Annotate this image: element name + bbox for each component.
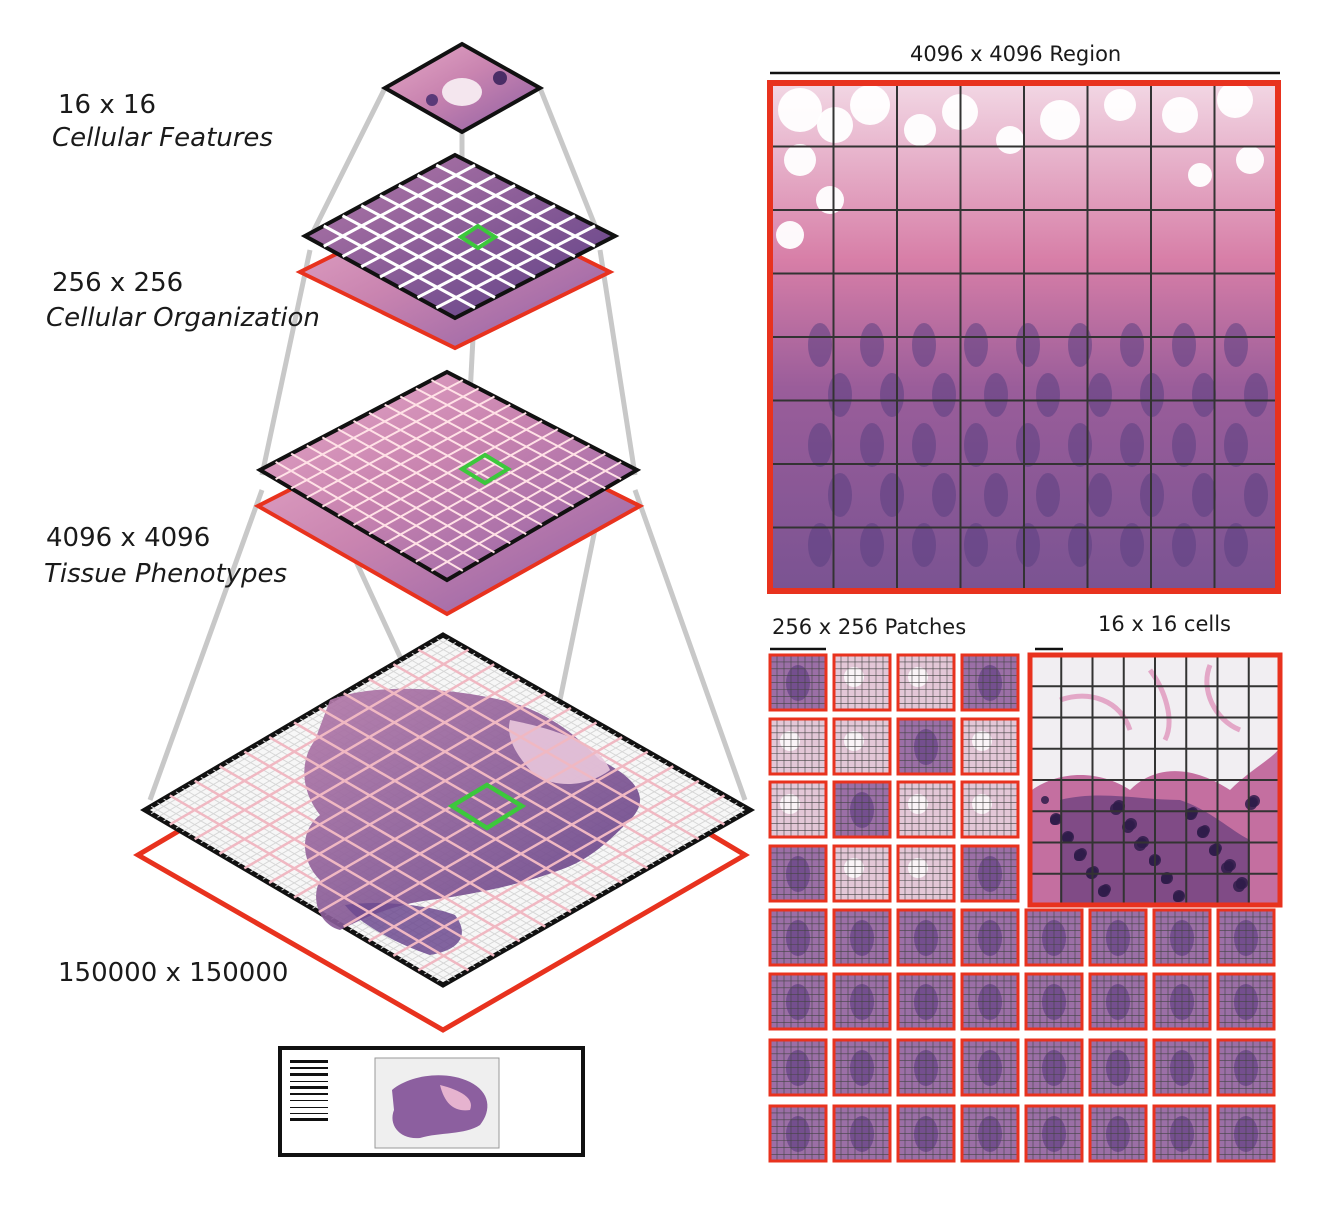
label-16-size: 16 x 16 [58,90,157,120]
highlight-wsi [447,782,527,831]
region-panel [767,71,1281,594]
label-16-description: Cellular Features [52,123,273,153]
glass-slide [278,1046,585,1157]
patches-panel [768,647,1276,1163]
label-256-size: 256 x 256 [52,268,184,298]
label-4096-description: Tissue Phenotypes [44,559,288,589]
cells-panel [1027,647,1283,908]
region-title: 4096 x 4096 Region [910,42,1122,66]
label-4096-size: 4096 x 4096 [46,523,211,553]
barcode-icon [290,1060,328,1121]
level-wsi-stack [133,632,756,1033]
level-16-tile [380,41,545,135]
level-256-stack [295,152,620,351]
label-wsi-size: 150000 x 150000 [58,958,289,988]
level-4096-stack [253,369,645,617]
patches-title: 256 x 256 Patches [772,615,967,639]
highlight-4096 [458,452,512,486]
highlight-256 [457,223,499,251]
cells-title: 16 x 16 cells [1098,612,1231,636]
label-256-description: Cellular Organization [46,303,320,333]
